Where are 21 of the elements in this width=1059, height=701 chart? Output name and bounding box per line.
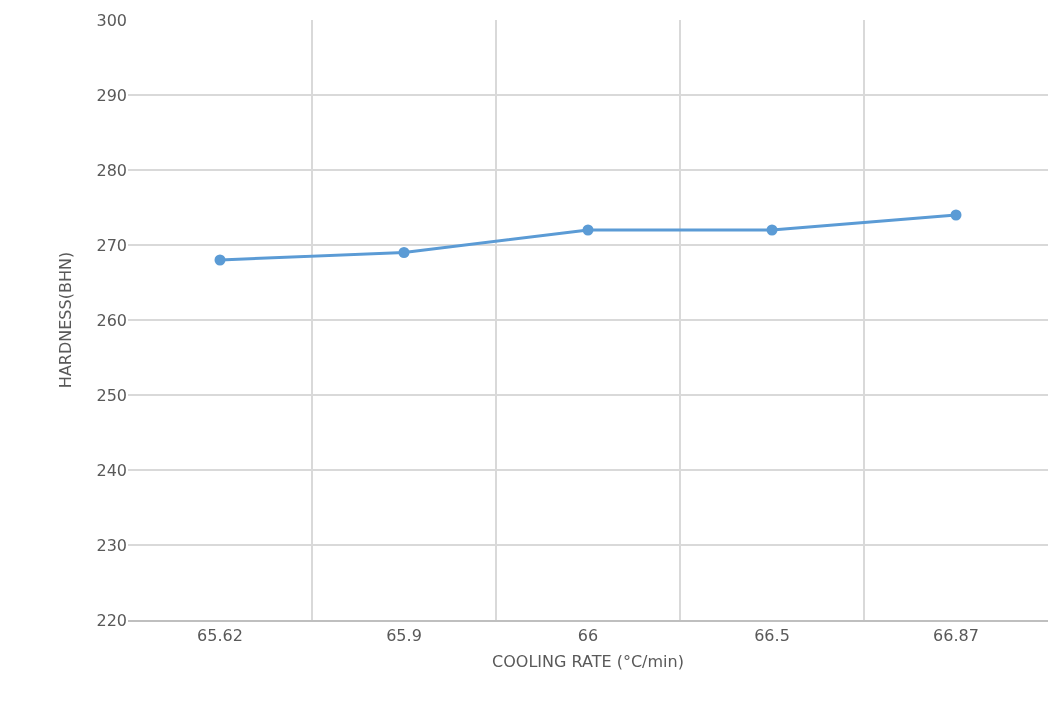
y-tick-label: 240 xyxy=(96,460,127,480)
x-tick-label: 66.5 xyxy=(754,625,790,645)
y-axis-title: HARDNESS(BHN) xyxy=(56,251,76,389)
point xyxy=(582,224,594,236)
y-tick-label: 300 xyxy=(96,10,127,30)
point xyxy=(398,247,410,258)
y-tick-label: 230 xyxy=(96,535,127,555)
x-axis-title: COOLING RATE (°C/min) xyxy=(492,652,684,672)
point xyxy=(214,254,226,266)
y-tick-label: 220 xyxy=(96,610,127,630)
x-tick-label: 66.87 xyxy=(933,625,979,645)
point xyxy=(766,224,778,236)
x-tick-label: 65.62 xyxy=(197,625,243,645)
y-tick-label: 250 xyxy=(96,385,127,405)
x-tick-label: 66 xyxy=(577,625,599,645)
y-tick-label: 290 xyxy=(96,85,127,105)
point xyxy=(950,209,962,221)
y-tick-label: 270 xyxy=(96,235,127,255)
y-tick-label: 260 xyxy=(96,310,127,330)
y-tick-label: 280 xyxy=(96,160,127,180)
x-tick-label: 65.9 xyxy=(386,625,422,645)
